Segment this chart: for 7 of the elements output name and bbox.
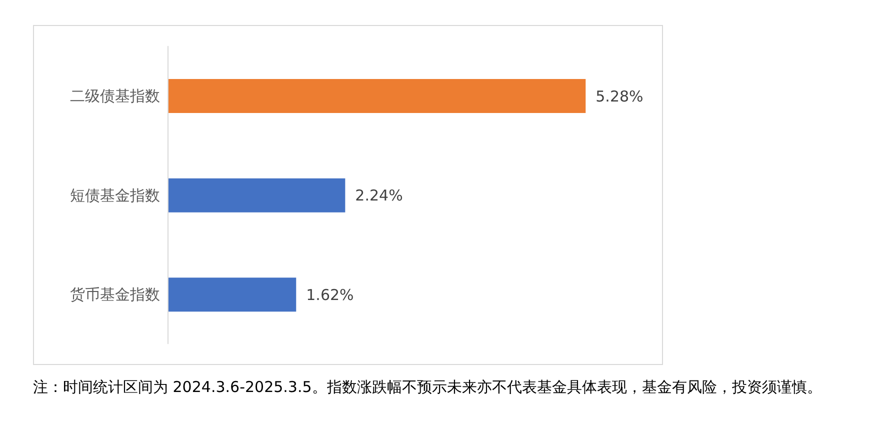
text: 注：时间统计区间为 2024.3.6-2025.3.5。指数涨跌幅不预示未来亦不代表基金具体表现，基金有风险，投资须谨慎。 (33, 377, 823, 398)
data-label: 2.24% (355, 186, 403, 205)
data-label: 5.28% (596, 87, 644, 106)
y-tick-label: 货币基金指数 (70, 286, 160, 304)
y-tick-label: 二级债基指数 (70, 86, 160, 105)
y-tick-label: 短债基金指数 (70, 186, 160, 204)
data-label: 1.62% (306, 286, 354, 304)
